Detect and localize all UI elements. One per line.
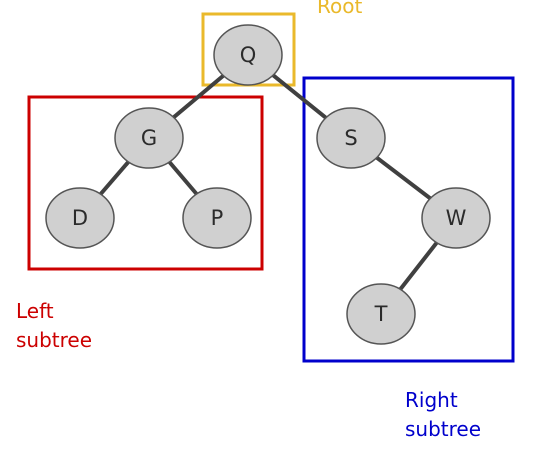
tree-node-w: W <box>421 187 491 249</box>
node-circle <box>213 24 283 86</box>
node-label: Q <box>240 43 257 67</box>
node-label: G <box>141 126 157 150</box>
node-label: D <box>72 206 88 230</box>
left-subtree-annotation: Left subtree <box>16 299 93 352</box>
right-subtree-box <box>302 76 515 363</box>
node-circle <box>421 187 491 249</box>
node-label: S <box>344 126 357 150</box>
right-subtree-annotation: Right subtree <box>405 388 482 441</box>
node-circle <box>114 107 184 169</box>
node-circle <box>45 187 115 249</box>
node-circle <box>316 107 386 169</box>
tree-node-t: T <box>346 283 416 345</box>
tree-edges <box>78 53 458 316</box>
node-circle <box>182 187 252 249</box>
node-label: W <box>446 206 467 230</box>
root-annotation: Root <box>317 0 363 18</box>
tree-node-s: S <box>316 107 386 169</box>
tree-nodes: Q G S D P W T <box>45 24 491 345</box>
tree-node-d: D <box>45 187 115 249</box>
node-label: T <box>374 302 388 326</box>
tree-node-g: G <box>114 107 184 169</box>
left-subtree-box <box>27 95 264 271</box>
tree-node-p: P <box>182 187 252 249</box>
node-label: P <box>211 206 224 230</box>
tree-node-q: Q <box>213 24 283 86</box>
node-circle <box>346 283 416 345</box>
